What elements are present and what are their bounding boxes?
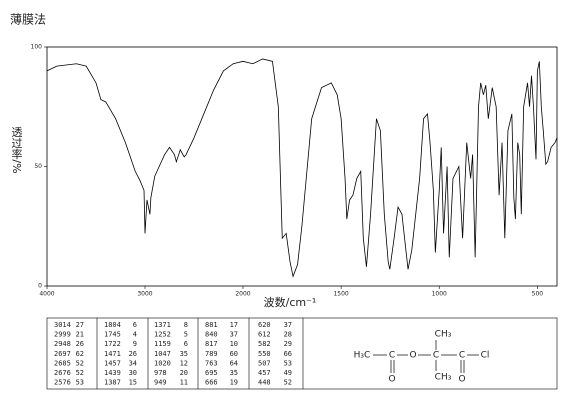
peak-intensity: 12 — [180, 359, 188, 367]
peak-intensity: 11 — [180, 379, 188, 387]
peak-wavenumber: 1387 — [104, 379, 121, 387]
peak-wavenumber: 840 — [205, 331, 218, 339]
atom-label: Cl — [481, 351, 490, 361]
peak-intensity: 8 — [184, 321, 188, 329]
peak-wavenumber: 881 — [205, 321, 218, 329]
x-tick-label: 1500 — [333, 291, 348, 298]
peak-intensity: 60 — [230, 350, 238, 358]
peak-wavenumber: 550 — [258, 350, 271, 358]
peak-wavenumber: 666 — [205, 379, 218, 387]
x-tick-label: 3000 — [137, 291, 152, 298]
peak-intensity: 34 — [129, 359, 137, 367]
x-axis-label: 波数/cm⁻¹ — [264, 296, 317, 309]
atom-label: O — [388, 375, 395, 385]
table-dividers — [96, 318, 304, 389]
peak-wavenumber: 507 — [258, 359, 271, 367]
peak-intensity: 52 — [284, 379, 292, 387]
peak-wavenumber: 1804 — [104, 321, 121, 329]
peak-wavenumber: 817 — [205, 340, 218, 348]
peak-wavenumber: 978 — [154, 369, 167, 377]
peak-intensity: 52 — [76, 359, 84, 367]
peak-wavenumber: 2685 — [54, 359, 71, 367]
peak-wavenumber: 1745 — [104, 331, 121, 339]
peak-wavenumber: 457 — [258, 369, 271, 377]
peak-intensity: 30 — [129, 369, 137, 377]
peak-wavenumber: 1371 — [154, 321, 171, 329]
peak-intensity: 19 — [230, 379, 238, 387]
peak-intensity: 37 — [284, 321, 292, 329]
peak-intensity: 10 — [230, 340, 238, 348]
atom-label: O — [458, 375, 465, 385]
peak-intensity: 17 — [230, 321, 238, 329]
peak-wavenumber: 695 — [205, 369, 218, 377]
peak-intensity: 21 — [76, 331, 84, 339]
peak-intensity: 6 — [133, 321, 137, 329]
peak-intensity: 26 — [76, 340, 84, 348]
peak-intensity: 37 — [230, 331, 238, 339]
atom-label: CH₃ — [435, 373, 452, 383]
peak-wavenumber: 1471 — [104, 350, 121, 358]
peak-intensity: 28 — [284, 331, 292, 339]
peak-wavenumber: 2999 — [54, 331, 71, 339]
peak-wavenumber: 949 — [154, 379, 167, 387]
peak-intensity: 35 — [230, 369, 238, 377]
peak-wavenumber: 1722 — [104, 340, 121, 348]
y-tick-label: 0 — [38, 283, 42, 290]
peak-wavenumber: 2697 — [54, 350, 71, 358]
table-frame — [46, 317, 558, 390]
peak-intensity: 4 — [133, 331, 137, 339]
peak-intensity: 62 — [76, 350, 84, 358]
peak-intensity: 20 — [180, 369, 188, 377]
atom-label: H₃C — [354, 351, 371, 361]
peak-intensity: 66 — [284, 350, 292, 358]
peak-wavenumber: 1159 — [154, 340, 171, 348]
peak-wavenumber: 763 — [205, 359, 218, 367]
peak-intensity: 27 — [76, 321, 84, 329]
peak-wavenumber: 2676 — [54, 369, 71, 377]
peak-intensity: 6 — [184, 340, 188, 348]
peak-intensity: 53 — [284, 359, 292, 367]
atom-label: O — [409, 351, 416, 361]
peak-wavenumber: 1252 — [154, 331, 171, 339]
peak-intensity: 5 — [184, 331, 188, 339]
atom-label: C — [389, 351, 395, 361]
x-tick-label: 2000 — [235, 291, 250, 298]
peak-intensity: 35 — [180, 350, 188, 358]
y-tick-label: 50 — [34, 163, 42, 170]
peak-intensity: 15 — [129, 379, 137, 387]
peak-intensity: 53 — [76, 379, 84, 387]
atom-label: CH₃ — [435, 330, 452, 340]
peak-wavenumber: 1439 — [104, 369, 121, 377]
atom-label: C — [459, 351, 465, 361]
peak-wavenumber: 1457 — [104, 359, 121, 367]
x-tick-label: 1000 — [432, 291, 447, 298]
peak-wavenumber: 789 — [205, 350, 218, 358]
peak-wavenumber: 620 — [258, 321, 271, 329]
structure-bonds — [373, 340, 479, 373]
peak-intensity: 49 — [284, 369, 292, 377]
chart-title: 薄膜法 — [10, 12, 46, 27]
peak-wavenumber: 612 — [258, 331, 271, 339]
y-tick-label: 100 — [31, 44, 43, 51]
peak-wavenumber: 1047 — [154, 350, 171, 358]
peak-intensity: 52 — [76, 369, 84, 377]
peak-wavenumber: 1020 — [154, 359, 171, 367]
peak-wavenumber: 2948 — [54, 340, 71, 348]
peak-wavenumber: 582 — [258, 340, 271, 348]
peak-wavenumber: 448 — [258, 379, 271, 387]
peak-wavenumber: 3014 — [54, 321, 71, 329]
peak-intensity: 29 — [284, 340, 292, 348]
peak-intensity: 64 — [230, 359, 238, 367]
atom-label: C — [433, 351, 439, 361]
peak-intensity: 26 — [129, 350, 137, 358]
peak-intensity: 9 — [133, 340, 137, 348]
x-tick-label: 500 — [532, 291, 544, 298]
y-axis-label: 透过率/% — [10, 126, 23, 173]
spectrum-line — [46, 58, 558, 278]
x-tick-label: 4000 — [39, 291, 54, 298]
peak-wavenumber: 2576 — [54, 379, 71, 387]
